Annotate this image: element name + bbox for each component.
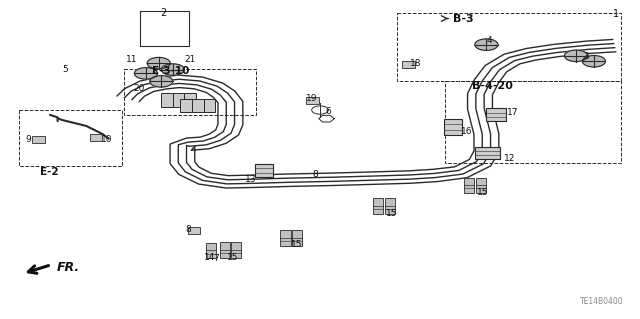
Text: 3: 3 xyxy=(584,52,589,61)
FancyBboxPatch shape xyxy=(90,134,102,141)
FancyBboxPatch shape xyxy=(192,99,204,112)
FancyBboxPatch shape xyxy=(32,136,45,143)
FancyBboxPatch shape xyxy=(231,242,241,258)
Text: 10: 10 xyxy=(101,135,113,144)
Circle shape xyxy=(582,56,605,67)
FancyBboxPatch shape xyxy=(188,227,200,234)
Text: 15: 15 xyxy=(227,253,239,262)
Text: 15: 15 xyxy=(291,241,303,249)
FancyBboxPatch shape xyxy=(373,198,383,214)
Text: FR.: FR. xyxy=(56,262,79,274)
Text: TE14B0400: TE14B0400 xyxy=(580,297,624,306)
Text: 18: 18 xyxy=(410,59,421,68)
FancyBboxPatch shape xyxy=(255,164,273,177)
Text: 12: 12 xyxy=(504,154,516,163)
Text: 4: 4 xyxy=(486,36,492,45)
Circle shape xyxy=(150,76,173,87)
FancyBboxPatch shape xyxy=(306,97,319,104)
FancyBboxPatch shape xyxy=(475,147,500,159)
FancyBboxPatch shape xyxy=(486,108,506,121)
FancyBboxPatch shape xyxy=(464,178,474,193)
Text: 20: 20 xyxy=(133,84,145,93)
Text: 16: 16 xyxy=(461,127,472,136)
Text: 1: 1 xyxy=(613,9,620,19)
Text: 15: 15 xyxy=(477,188,488,197)
FancyBboxPatch shape xyxy=(292,230,302,246)
FancyBboxPatch shape xyxy=(402,61,415,68)
Text: 8: 8 xyxy=(312,170,318,179)
FancyBboxPatch shape xyxy=(444,119,462,135)
FancyBboxPatch shape xyxy=(173,93,184,107)
Text: 11: 11 xyxy=(126,56,138,64)
FancyBboxPatch shape xyxy=(280,230,291,246)
Text: B-3: B-3 xyxy=(453,13,474,24)
Text: 15: 15 xyxy=(386,209,397,218)
FancyBboxPatch shape xyxy=(385,198,395,214)
Text: 7: 7 xyxy=(213,254,219,263)
FancyBboxPatch shape xyxy=(180,99,192,112)
Text: 14: 14 xyxy=(204,253,215,262)
Circle shape xyxy=(475,39,498,50)
FancyBboxPatch shape xyxy=(220,242,230,258)
Circle shape xyxy=(134,68,157,79)
Text: 9: 9 xyxy=(26,135,31,144)
Text: 17: 17 xyxy=(507,108,518,117)
Circle shape xyxy=(564,50,588,62)
Text: 2: 2 xyxy=(161,8,167,18)
Text: 5: 5 xyxy=(63,65,68,74)
FancyBboxPatch shape xyxy=(204,99,215,112)
FancyBboxPatch shape xyxy=(184,93,196,107)
FancyBboxPatch shape xyxy=(476,178,486,193)
Text: 13: 13 xyxy=(244,175,256,184)
Text: 8: 8 xyxy=(186,225,191,234)
Text: E-2: E-2 xyxy=(40,167,58,177)
Circle shape xyxy=(147,57,170,69)
FancyBboxPatch shape xyxy=(206,243,216,258)
Text: B-4-20: B-4-20 xyxy=(472,81,513,91)
FancyBboxPatch shape xyxy=(161,93,173,107)
Text: 6: 6 xyxy=(325,107,331,116)
Circle shape xyxy=(161,64,184,75)
Text: 21: 21 xyxy=(184,56,196,64)
Text: E-3-10: E-3-10 xyxy=(152,66,189,76)
Text: 19: 19 xyxy=(306,94,317,103)
